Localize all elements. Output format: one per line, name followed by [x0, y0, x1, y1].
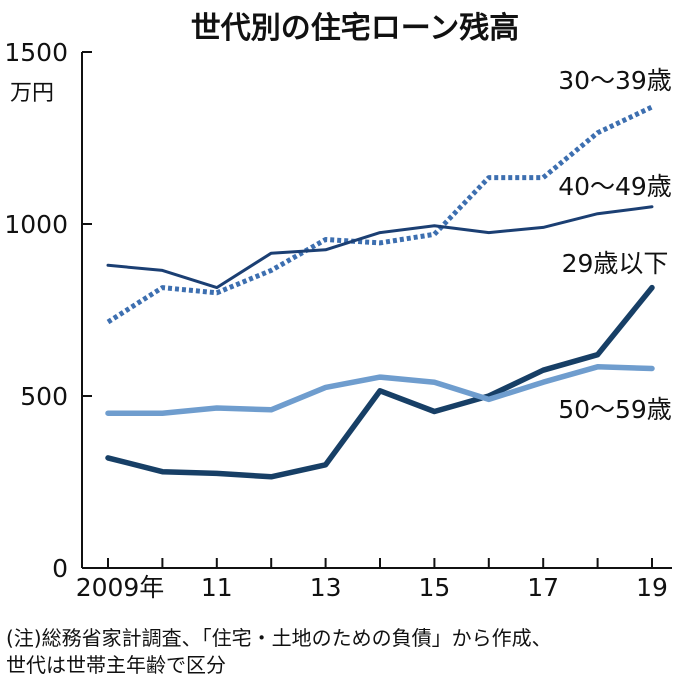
x-tick-label: 11 — [201, 573, 233, 602]
axes — [81, 52, 672, 569]
y-tick-label: 1500 — [4, 38, 68, 67]
y-tick-label: 500 — [20, 382, 68, 411]
x-tick-label: 15 — [418, 573, 450, 602]
y-tick-label: 1000 — [4, 210, 68, 239]
series-label-2: 29歳以下 — [562, 249, 669, 278]
chart-title: 世代別の住宅ローン残高 — [191, 11, 520, 46]
series-label-0: 30〜39歳 — [558, 66, 672, 95]
series-lines — [105, 104, 655, 480]
series-line-1 — [106, 205, 654, 290]
x-tick-label: 2009年 — [76, 573, 165, 602]
x-tick-label: 19 — [636, 573, 668, 602]
y-tick-labels: 0 500 1000 1500 — [4, 38, 92, 583]
y-tick-label: 0 — [52, 554, 68, 583]
y-unit-label: 万円 — [10, 81, 54, 106]
series-line-2 — [105, 284, 655, 480]
series-line-0 — [106, 104, 654, 325]
series-labels: 30〜39歳 40〜49歳 29歳以下 50〜59歳 — [558, 66, 672, 424]
x-tick-label: 17 — [527, 573, 559, 602]
x-tick-label: 13 — [310, 573, 342, 602]
source-note-line-2: 世代は世帯主年齢で区分 — [6, 653, 226, 677]
x-tick-labels: 2009年 11 13 15 17 19 — [76, 558, 668, 602]
series-line-3 — [105, 364, 655, 416]
series-label-3: 50〜59歳 — [558, 395, 672, 424]
series-label-1: 40〜49歳 — [558, 172, 672, 201]
source-note-line-1: (注)総務省家計調査、「住宅・土地のための負債」から作成、 — [6, 626, 552, 650]
